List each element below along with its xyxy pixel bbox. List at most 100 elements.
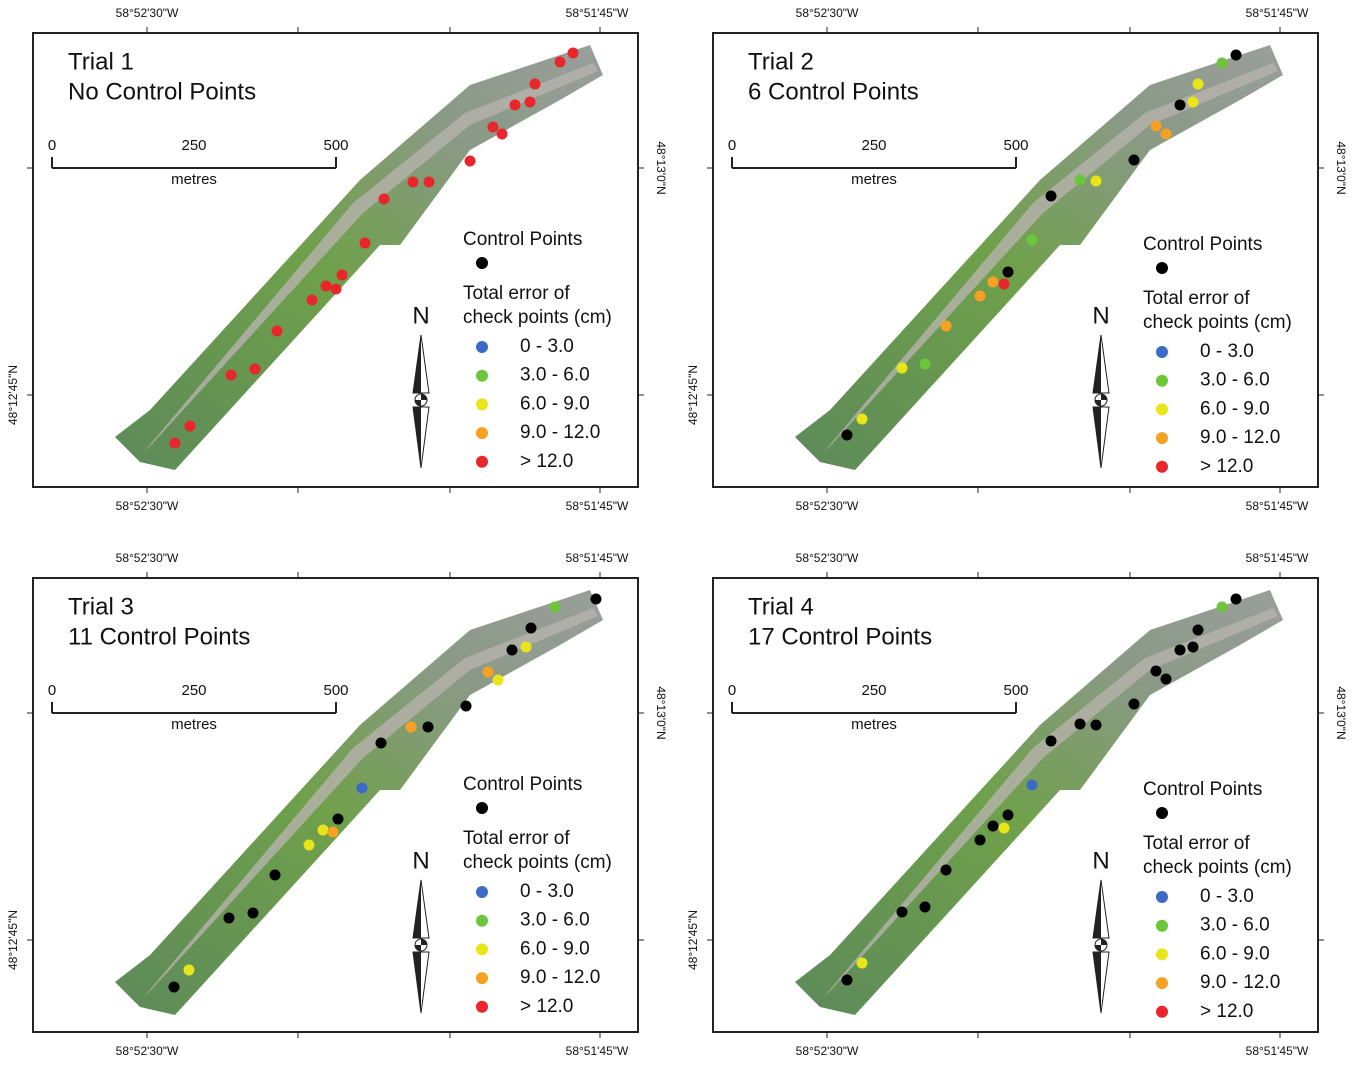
scale-label: 500 xyxy=(323,682,348,699)
check-point xyxy=(331,284,342,295)
legend-label: 0 - 3.0 xyxy=(1200,886,1254,907)
legend-label: 9.0 - 12.0 xyxy=(1200,427,1280,448)
longitude-label: 58°52'30"W xyxy=(116,1044,179,1058)
scale-unit: metres xyxy=(851,171,897,188)
north-label: N xyxy=(1092,302,1109,329)
legend-swatch xyxy=(476,370,488,382)
legend-label: 9.0 - 12.0 xyxy=(520,422,600,443)
legend-swatch xyxy=(476,398,488,410)
figure: 58°52'30"W58°52'30"W58°51'45"W58°51'45"W… xyxy=(0,0,1354,1066)
legend-label: 0 - 3.0 xyxy=(520,881,574,902)
legend-swatch xyxy=(1156,461,1168,473)
control-point xyxy=(333,814,344,825)
longitude-label: 58°52'30"W xyxy=(796,551,859,565)
check-point xyxy=(185,421,196,432)
scale-label: 0 xyxy=(728,137,736,154)
legend-label: 6.0 - 9.0 xyxy=(1200,398,1270,419)
control-point xyxy=(507,645,518,656)
control-point xyxy=(1129,155,1140,166)
legend-label: 3.0 - 6.0 xyxy=(520,910,590,931)
control-point xyxy=(1003,810,1014,821)
check-point xyxy=(1161,129,1172,140)
check-point xyxy=(999,823,1010,834)
scale-label: 250 xyxy=(181,682,206,699)
north-label: N xyxy=(1092,847,1109,874)
legend-title: Control Points xyxy=(1143,234,1262,255)
control-point xyxy=(1075,719,1086,730)
legend-swatch xyxy=(1156,432,1168,444)
longitude-label: 58°52'30"W xyxy=(116,499,179,513)
control-point xyxy=(1129,699,1140,710)
control-point xyxy=(1175,645,1186,656)
check-point xyxy=(307,295,318,306)
panel-subtitle: 17 Control Points xyxy=(748,623,932,650)
check-point xyxy=(170,438,181,449)
check-point xyxy=(465,156,476,167)
check-point xyxy=(184,965,195,976)
latitude-label: 48°13'0"N xyxy=(1334,686,1348,739)
check-point xyxy=(406,722,417,733)
north-label: N xyxy=(412,302,429,329)
legend-title: Control Points xyxy=(463,774,582,795)
scale-label: 500 xyxy=(323,137,348,154)
legend-swatch xyxy=(1156,375,1168,387)
control-point xyxy=(1046,736,1057,747)
latitude-label: 48°12'45"N xyxy=(686,365,700,425)
legend-swatch xyxy=(1156,403,1168,415)
check-point xyxy=(1217,58,1228,69)
control-point xyxy=(376,738,387,749)
north-label: N xyxy=(412,847,429,874)
control-point xyxy=(1188,642,1199,653)
longitude-label: 58°52'30"W xyxy=(796,499,859,513)
check-point xyxy=(357,783,368,794)
check-point xyxy=(318,825,329,836)
check-point xyxy=(250,364,261,375)
scale-label: 250 xyxy=(861,682,886,699)
scale-label: 500 xyxy=(1003,137,1028,154)
legend-swatch xyxy=(1156,948,1168,960)
check-point xyxy=(360,238,371,249)
legend-title: check points (cm) xyxy=(463,307,612,328)
legend-swatch xyxy=(1156,346,1168,358)
panel-title: Trial 1 xyxy=(68,48,134,75)
latitude-label: 48°12'45"N xyxy=(6,365,20,425)
control-point xyxy=(842,975,853,986)
panel-subtitle: 6 Control Points xyxy=(748,78,919,105)
legend-swatch xyxy=(476,427,488,439)
scale-label: 250 xyxy=(181,137,206,154)
check-point xyxy=(975,291,986,302)
legend-swatch xyxy=(476,972,488,984)
legend-swatch xyxy=(1156,1006,1168,1018)
check-point xyxy=(493,675,504,686)
control-point xyxy=(423,722,434,733)
control-point xyxy=(897,907,908,918)
check-point xyxy=(488,122,499,133)
check-point xyxy=(525,97,536,108)
check-point xyxy=(988,277,999,288)
legend-label: 9.0 - 12.0 xyxy=(520,967,600,988)
longitude-label: 58°52'30"W xyxy=(116,551,179,565)
legend-label: 6.0 - 9.0 xyxy=(1200,943,1270,964)
check-point xyxy=(521,642,532,653)
longitude-label: 58°52'30"W xyxy=(796,1044,859,1058)
check-point xyxy=(304,840,315,851)
legend-title: check points (cm) xyxy=(1143,857,1292,878)
map-panel: 58°52'30"W58°52'30"W58°51'45"W58°51'45"W… xyxy=(686,551,1348,1058)
control-point xyxy=(1231,594,1242,605)
legend-title: Total error of xyxy=(463,828,570,849)
legend-swatch xyxy=(1156,977,1168,989)
panel-title: Trial 4 xyxy=(748,593,814,620)
legend-swatch xyxy=(1156,807,1168,819)
check-point xyxy=(337,270,348,281)
scale-label: 0 xyxy=(48,137,56,154)
control-point xyxy=(461,701,472,712)
control-point xyxy=(842,430,853,441)
control-point xyxy=(1151,666,1162,677)
longitude-label: 58°52'30"W xyxy=(796,6,859,20)
control-point xyxy=(526,623,537,634)
legend-swatch xyxy=(1156,891,1168,903)
longitude-label: 58°51'45"W xyxy=(1246,1044,1309,1058)
legend-label: > 12.0 xyxy=(520,451,573,472)
legend-label: > 12.0 xyxy=(1200,1001,1253,1022)
panel-subtitle: 11 Control Points xyxy=(68,623,250,650)
